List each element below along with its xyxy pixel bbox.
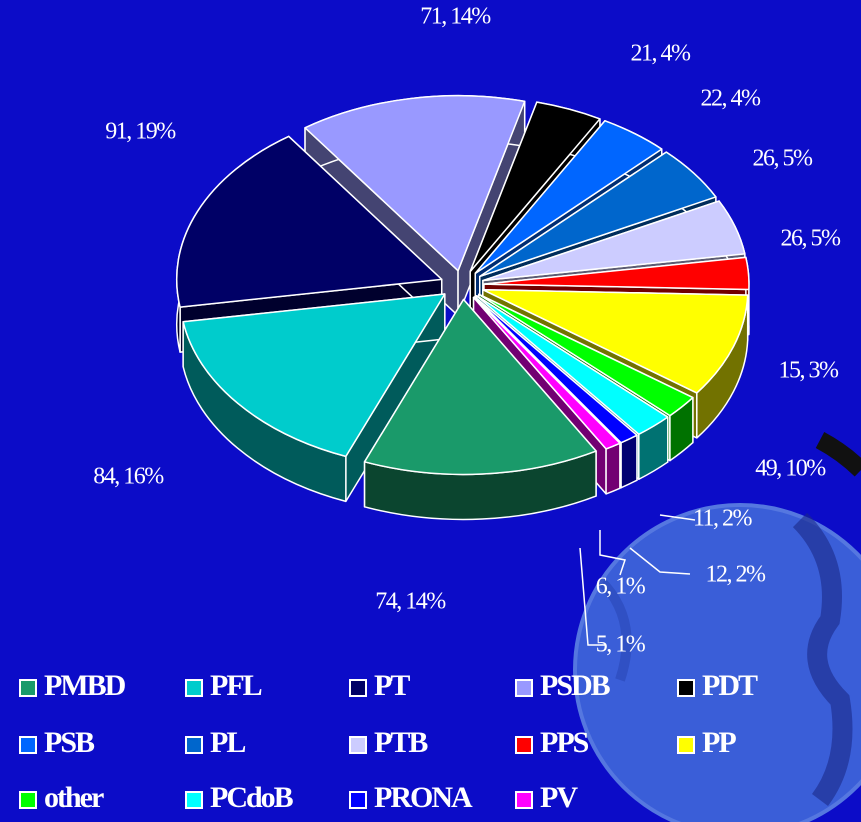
leader-line — [659, 514, 696, 521]
slice — [182, 293, 446, 458]
pie — [175, 94, 750, 521]
data-label: 71, 14% — [420, 4, 491, 30]
legend-swatch — [19, 736, 37, 754]
legend-swatch — [185, 736, 203, 754]
legend-label: PSDB — [540, 669, 611, 702]
legend-swatch — [349, 791, 367, 809]
slice — [482, 288, 749, 394]
slice — [482, 200, 746, 282]
slice — [478, 293, 694, 417]
legend-swatch — [349, 679, 367, 697]
legend: PMBD PFL PT PSDB PDT PSB PL PTB PPS PP other PCdoB P… — [19, 669, 760, 814]
legend-label: PTB — [374, 726, 428, 759]
slice-rim — [605, 442, 621, 495]
legend-label: PFL — [210, 669, 262, 702]
data-label: 84, 16% — [93, 464, 164, 490]
leader-line — [629, 547, 691, 575]
slice — [363, 298, 597, 476]
legend-label: PMBD — [44, 669, 126, 702]
slice — [479, 151, 717, 278]
legend-label: PDT — [702, 669, 758, 702]
leader-line — [599, 530, 626, 576]
slice-rim — [620, 434, 638, 489]
legend-label: other — [44, 781, 104, 814]
data-label: 11, 2% — [693, 506, 753, 532]
data-label: 49, 10% — [755, 456, 826, 482]
slice — [469, 101, 601, 273]
data-label: 22, 4% — [701, 86, 762, 112]
legend-swatch — [349, 736, 367, 754]
legend-swatch — [19, 791, 37, 809]
slice — [474, 120, 663, 275]
legend-label: PP — [702, 726, 736, 759]
data-labels: 74, 14% 84, 16% 91, 19% 71, 14% 21, 4% 22, 4%… — [93, 4, 842, 658]
legend-label: PV — [540, 781, 578, 814]
slice — [475, 295, 669, 435]
legend-label: PT — [374, 669, 410, 702]
data-label: 26, 5% — [753, 146, 814, 172]
legend-label: PCdoB — [210, 781, 294, 814]
legend-swatch — [515, 791, 533, 809]
data-label: 26, 5% — [781, 226, 842, 252]
data-label: 21, 4% — [631, 41, 692, 67]
slice — [483, 256, 750, 291]
globe-decoration — [573, 432, 861, 822]
legend-swatch — [677, 736, 695, 754]
legend-swatch — [185, 791, 203, 809]
legend-swatch — [515, 679, 533, 697]
legend-swatch — [185, 679, 203, 697]
data-label: 12, 2% — [706, 562, 767, 588]
legend-swatch — [515, 736, 533, 754]
slice — [474, 296, 638, 444]
data-label: 6, 1% — [596, 574, 646, 600]
legend-swatch — [19, 679, 37, 697]
legend-label: PL — [210, 726, 245, 759]
data-label: 5, 1% — [596, 632, 646, 658]
legend-label: PPS — [540, 726, 589, 759]
legend-swatch — [677, 679, 695, 697]
slice — [175, 135, 443, 308]
leader-line — [579, 547, 605, 646]
legend-label: PRONA — [374, 781, 473, 814]
legend-label: PSB — [44, 726, 95, 759]
slice — [472, 296, 621, 450]
data-label: 15, 3% — [779, 358, 840, 384]
data-label: 74, 14% — [375, 589, 446, 615]
data-label: 91, 19% — [105, 119, 176, 145]
slice — [304, 94, 526, 272]
